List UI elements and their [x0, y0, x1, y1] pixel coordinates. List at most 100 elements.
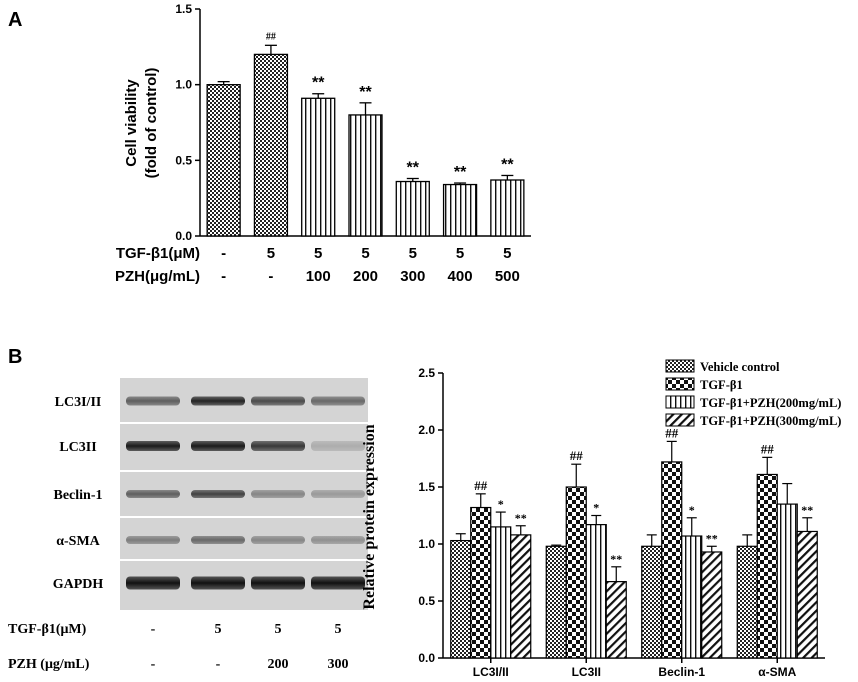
western-blot: LC3I/II LC3II Beclin-1 α-SMA GAPDH TGF-β1(μM)…: [8, 378, 368, 672]
blot-band: [126, 490, 180, 498]
panel-a-bar: [442, 183, 478, 237]
panel-a-tgf-value: 5: [456, 245, 464, 262]
panel-a-ytick-label: 0.0: [175, 229, 192, 243]
panel-a-ylabel: Cell viability: [123, 79, 140, 167]
panel-b-ytick-label: 1.0: [418, 537, 435, 551]
panel-b-letter: B: [8, 346, 22, 368]
panel-a-chart: Cell viability (fold of control) TGF-β1(…: [115, 2, 531, 285]
panel-a-ytick-label: 0.5: [175, 153, 192, 167]
panel-b-bar: [736, 545, 758, 659]
panel-b-bar: [470, 506, 492, 659]
panel-b-bar: [565, 486, 587, 659]
blot-tgf-value: 5: [275, 622, 282, 637]
panel-a-tgf-value: 5: [409, 245, 417, 262]
panel-a-significance: **: [454, 164, 467, 181]
blot-row-label: GAPDH: [53, 577, 104, 592]
panel-b-ytick-label: 2.0: [418, 423, 435, 437]
legend-swatch: [665, 359, 695, 373]
panel-a-tgf-value: 5: [267, 245, 275, 262]
blot-band: [311, 441, 365, 451]
panel-b-xtick-label: Beclin-1: [658, 665, 705, 679]
blot-row-label: LC3II: [59, 440, 96, 455]
panel-b-significance: **: [610, 552, 622, 566]
panel-a-ylabel2: (fold of control): [143, 68, 160, 179]
panel-a-pzh-value: 500: [495, 268, 520, 285]
panel-b-bar: [701, 551, 723, 659]
panel-a-pzh-value: 300: [400, 268, 425, 285]
panel-b-ytick-label: 1.5: [418, 480, 435, 494]
panel-b-significance: *: [498, 497, 504, 511]
panel-b-xtick-label: LC3II: [572, 665, 601, 679]
panel-b-bar: [510, 534, 532, 659]
panel-b-bar: [585, 524, 607, 659]
panel-b-ytick-label: 2.5: [418, 366, 435, 380]
panel-b-xtick-label: α-SMA: [758, 665, 796, 679]
panel-a-significance: ##: [266, 31, 276, 42]
panel-a-pzh-label: PZH(μg/mL): [115, 268, 200, 285]
blot-band: [191, 576, 245, 590]
blot-tgf-value: -: [151, 622, 156, 637]
blot-band: [311, 490, 365, 498]
blot-band: [311, 396, 365, 406]
panel-b-ylabel: Relative protein expression: [361, 424, 378, 609]
panel-b-significance: **: [706, 531, 718, 545]
blot-band: [191, 441, 245, 451]
blot-row-label: α-SMA: [56, 534, 100, 549]
panel-b-significance: *: [593, 501, 599, 515]
legend-swatch: [665, 413, 695, 427]
panel-b-bar: [776, 503, 798, 659]
panel-b-ytick-label: 0.0: [418, 651, 435, 665]
legend-label: TGF-β1: [700, 378, 743, 392]
blot-band: [251, 396, 305, 406]
blot-band: [251, 441, 305, 451]
panel-b-significance: ##: [761, 441, 775, 456]
panel-b-significance: ##: [474, 478, 488, 493]
panel-b-bar: [661, 461, 683, 659]
panel-a-bar: [301, 97, 336, 237]
blot-row-label: LC3I/II: [55, 395, 102, 410]
blot-band: [126, 536, 180, 544]
panel-b-significance: ##: [570, 448, 584, 463]
panel-a-bar: [348, 114, 383, 237]
panel-a-ytick-label: 1.0: [175, 78, 192, 92]
panel-b-bar: [545, 545, 567, 659]
blot-tgf-value: 5: [215, 622, 222, 637]
blot-band: [191, 536, 245, 544]
legend-label: TGF-β1+PZH(300mg/mL): [700, 414, 841, 428]
panel-a-ytick-label: 1.5: [175, 2, 192, 16]
panel-b-significance: **: [515, 511, 527, 525]
legend-label: Vehicle control: [700, 360, 780, 374]
panel-b-chart: Relative protein expression 0.0 0.5 1.0 1.5…: [361, 359, 841, 679]
panel-a-significance: **: [407, 159, 420, 176]
blot-tgf-label: TGF-β1(μM): [8, 622, 87, 637]
panel-a-tgf-label: TGF-β1(μM): [116, 245, 200, 262]
blot-band: [251, 536, 305, 544]
panel-a-pzh-value: -: [268, 268, 273, 285]
blot-pzh-value: -: [216, 657, 221, 672]
blot-band: [251, 490, 305, 498]
blot-band: [191, 490, 245, 498]
blot-pzh-value: 200: [268, 657, 289, 672]
panel-a-bar: [490, 179, 525, 237]
panel-a-tgf-value: -: [221, 245, 226, 262]
panel-b-bar: [450, 539, 472, 659]
blot-pzh-label: PZH (μg/mL): [8, 657, 90, 672]
panel-a-tgf-value: 5: [503, 245, 511, 262]
legend-label: TGF-β1+PZH(200mg/mL): [700, 396, 841, 410]
panel-a-bar: [206, 84, 241, 237]
panel-b-significance: *: [689, 503, 695, 517]
legend-swatch: [665, 377, 695, 391]
panel-b-ytick-label: 0.5: [418, 594, 435, 608]
blot-tgf-value: 5: [335, 622, 342, 637]
panel-a-significance: **: [312, 75, 325, 92]
panel-a-tgf-value: 5: [361, 245, 369, 262]
panel-a-significance: **: [501, 156, 514, 173]
panel-a-pzh-value: -: [221, 268, 226, 285]
blot-pzh-value: 300: [328, 657, 349, 672]
panel-b-xtick-label: LC3I/II: [473, 665, 509, 679]
blot-band: [126, 576, 180, 590]
panel-a-pzh-value: 400: [448, 268, 473, 285]
panel-b-bar: [796, 530, 818, 659]
panel-a-letter: A: [8, 9, 22, 31]
panel-b-bar: [641, 545, 663, 659]
